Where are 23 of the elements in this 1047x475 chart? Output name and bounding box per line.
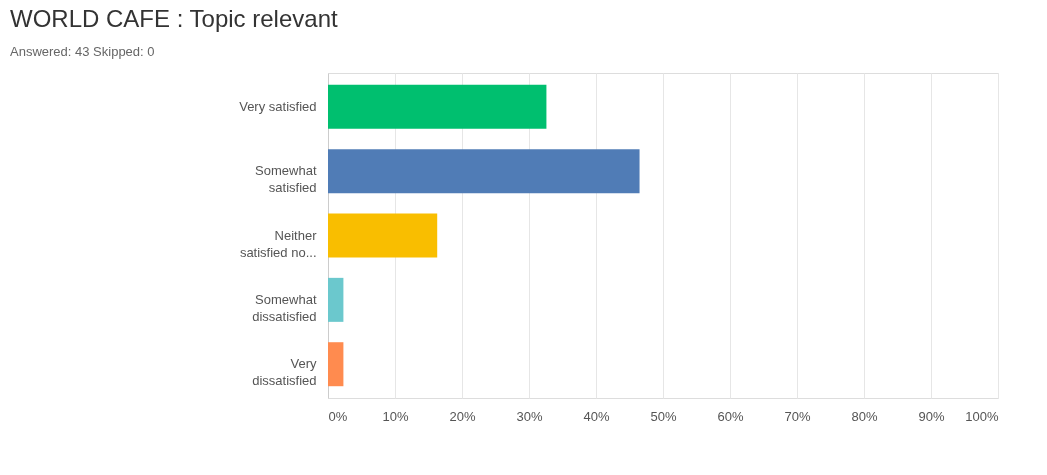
y-tick-label: Somewhat dissatisfied <box>252 291 317 324</box>
x-tick-label: 50% <box>650 408 677 424</box>
x-tick-label: 70% <box>784 408 811 424</box>
bar <box>328 213 438 258</box>
x-tick-label: 0% <box>328 408 348 424</box>
x-tick-label: 30% <box>516 408 543 424</box>
bar <box>328 342 344 387</box>
text: Answered: 43 Skipped: 0 <box>10 44 155 59</box>
y-tick-label: Somewhat satisfied <box>255 163 317 196</box>
bar <box>328 84 547 129</box>
chart-title: WORLD CAFE : Topic relevant <box>10 5 338 32</box>
bar <box>328 149 640 194</box>
x-tick-label: 100% <box>965 408 999 424</box>
x-tick-label: 40% <box>583 408 610 424</box>
bar <box>328 277 344 322</box>
y-tick-label: Neither satisfied no... <box>239 227 318 260</box>
x-tick-label: 80% <box>851 408 878 424</box>
x-tick-label: 60% <box>717 408 744 424</box>
x-tick-label: 20% <box>449 408 476 424</box>
x-tick-label: 10% <box>382 408 409 424</box>
y-tick-label: Very dissatisfied <box>252 356 317 389</box>
y-tick-label: Very satisfied <box>239 98 317 114</box>
x-tick-label: 90% <box>918 408 945 424</box>
